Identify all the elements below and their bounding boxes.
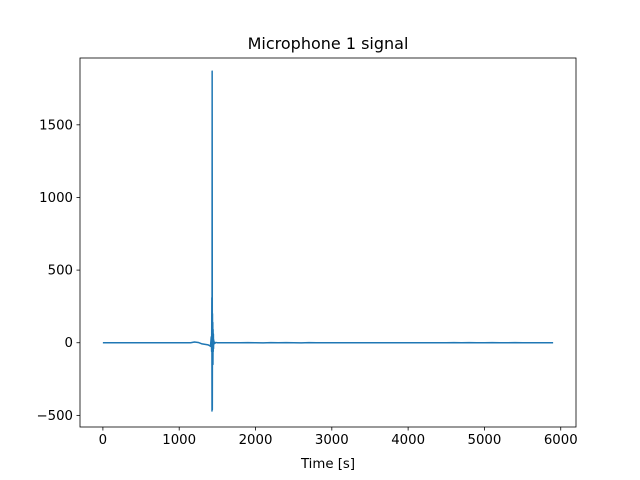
- x-tick-label: 5000: [468, 433, 502, 448]
- y-tick-label: 0: [65, 336, 73, 351]
- x-tick-label: 2000: [239, 433, 273, 448]
- x-tick-label: 6000: [544, 433, 578, 448]
- y-tick-label: 1500: [39, 118, 73, 133]
- y-tick-label: 1000: [39, 191, 73, 206]
- y-tick-label: 500: [48, 264, 73, 279]
- series-layer: [102, 70, 554, 412]
- series-line-0: [102, 70, 554, 412]
- y-tick-label: −500: [36, 409, 73, 424]
- x-ticks: 0 1000 2000 3000 4000 5000 6000: [99, 427, 578, 448]
- chart-title: Microphone 1 signal: [248, 34, 409, 53]
- x-tick-label: 3000: [315, 433, 349, 448]
- y-ticks: −500 0 500 1000 1500: [36, 118, 80, 424]
- x-tick-label: 0: [99, 433, 107, 448]
- x-tick-label: 1000: [162, 433, 196, 448]
- x-axis-label: Time [s]: [300, 457, 355, 472]
- plot-frame: [79, 57, 577, 428]
- x-tick-label: 4000: [391, 433, 425, 448]
- plot-area: [80, 58, 576, 427]
